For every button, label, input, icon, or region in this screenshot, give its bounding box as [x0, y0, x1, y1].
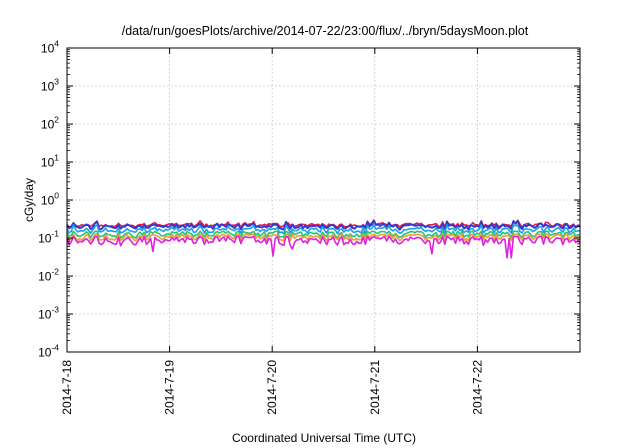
data-series — [66, 219, 581, 259]
grid-lines — [67, 48, 580, 352]
chart-title: /data/run/goesPlots/archive/2014-07-22/2… — [122, 24, 529, 38]
series-line-4 — [66, 230, 581, 239]
y-tick-label: 104 — [41, 39, 59, 56]
x-tick-label: 2014-7-20 — [265, 360, 279, 415]
x-tick-label: 2014-7-18 — [60, 360, 74, 415]
y-tick-label: 10-2 — [38, 267, 59, 284]
series-line-2 — [66, 220, 581, 231]
x-tick-label: 2014-7-19 — [163, 360, 177, 415]
x-axis-label: Coordinated Universal Time (UTC) — [232, 431, 416, 445]
axes: 104 103 102 101 100 10-1 10-2 10-3 10-42014-7-18… — [38, 39, 580, 415]
y-tick-label: 101 — [41, 153, 59, 170]
x-tick-label: 2014-7-21 — [368, 360, 382, 415]
y-axis-label: cGy/day — [22, 178, 36, 222]
y-tick-label: 10-1 — [38, 229, 59, 246]
y-tick-label: 102 — [41, 115, 59, 132]
series-line-6 — [66, 235, 581, 259]
series-line-5 — [66, 233, 581, 242]
y-tick-label: 103 — [41, 77, 59, 94]
y-tick-label: 10-3 — [38, 305, 59, 322]
y-tick-label: 100 — [41, 191, 59, 208]
series-line-3 — [66, 224, 581, 235]
y-tick-label: 10-4 — [38, 343, 59, 360]
x-tick-label: 2014-7-22 — [470, 360, 484, 415]
